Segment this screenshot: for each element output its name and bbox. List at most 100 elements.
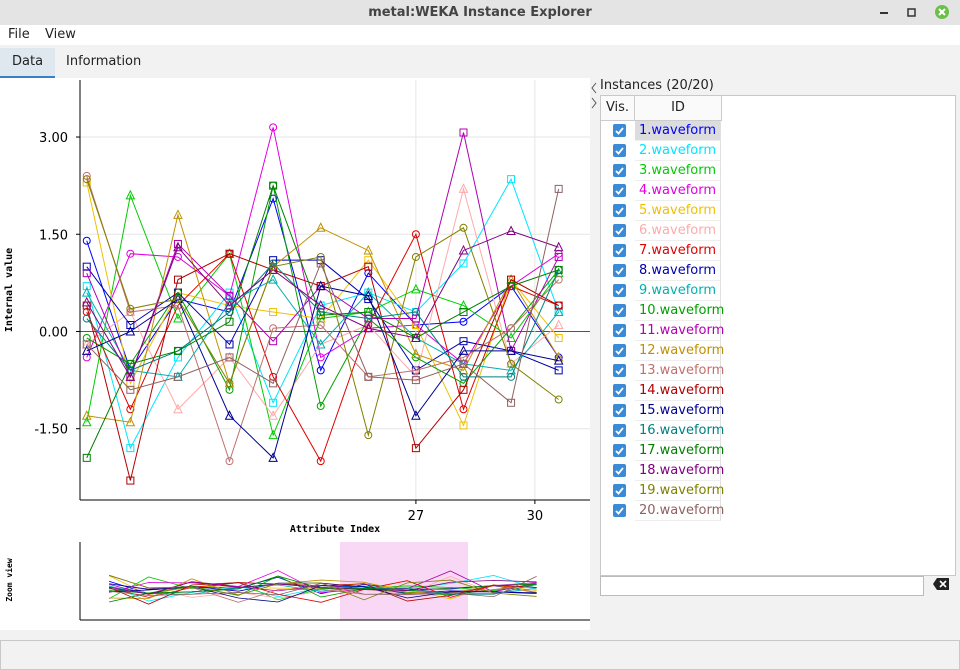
search-field[interactable] (600, 576, 924, 596)
instance-row[interactable]: 2.waveform (601, 141, 721, 161)
data-point (173, 372, 182, 381)
instance-row[interactable]: 10.waveform (601, 301, 724, 321)
instance-row[interactable]: 17.waveform (601, 441, 724, 461)
instance-id[interactable]: 18.waveform (635, 461, 724, 481)
instance-id[interactable]: 3.waveform (635, 161, 721, 181)
data-point (458, 299, 469, 310)
data-point (316, 402, 325, 411)
instance-row[interactable]: 14.waveform (601, 381, 724, 401)
instance-id[interactable]: 8.waveform (635, 261, 721, 281)
instance-id[interactable]: 4.waveform (635, 181, 721, 201)
data-point (316, 366, 325, 375)
checkbox[interactable] (613, 464, 626, 477)
instance-row[interactable]: 3.waveform (601, 161, 721, 181)
instance-row[interactable]: 5.waveform (601, 201, 721, 221)
check-mark (615, 247, 624, 255)
instance-id[interactable]: 9.waveform (635, 281, 721, 301)
data-point (126, 405, 135, 414)
instance-id[interactable]: 17.waveform (635, 441, 724, 461)
data-point (126, 385, 135, 394)
instance-id[interactable]: 10.waveform (635, 301, 724, 321)
clear-button[interactable] (932, 577, 950, 591)
checkbox[interactable] (613, 364, 626, 377)
instance-row[interactable]: 9.waveform (601, 281, 721, 301)
data-point (126, 321, 135, 329)
checkbox[interactable] (613, 244, 626, 257)
checkbox[interactable] (613, 144, 626, 157)
instance-id[interactable]: 5.waveform (635, 201, 721, 221)
instance-id[interactable]: 7.waveform (635, 241, 721, 261)
menu-view[interactable]: View (45, 27, 76, 42)
checkbox[interactable] (613, 384, 626, 397)
column-header[interactable]: ID (635, 96, 722, 121)
checkbox[interactable] (613, 124, 626, 137)
data-point (411, 410, 421, 420)
zoom-label: Zoom view (4, 558, 14, 602)
data-point (173, 241, 183, 252)
checkbox[interactable] (613, 304, 626, 317)
tab-information[interactable]: Information (66, 54, 142, 69)
checkbox[interactable] (613, 204, 626, 217)
column-header[interactable]: Vis. (601, 96, 635, 121)
instance-id[interactable]: 20.waveform (635, 501, 724, 521)
checkbox[interactable] (613, 404, 626, 417)
checkbox[interactable] (613, 184, 626, 197)
checkbox[interactable] (613, 444, 626, 457)
instance-row[interactable]: 18.waveform (601, 461, 724, 481)
instance-row[interactable]: 6.waveform (601, 221, 721, 241)
plot-area (80, 80, 590, 500)
tab-data[interactable]: Data (0, 48, 56, 79)
checkbox[interactable] (613, 224, 626, 237)
instance-row[interactable]: 7.waveform (601, 241, 721, 261)
series-line (86, 212, 560, 423)
instance-row[interactable]: 4.waveform (601, 181, 721, 201)
instance-id[interactable]: 19.waveform (635, 481, 724, 501)
checkbox[interactable] (613, 324, 626, 337)
instance-row[interactable]: 8.waveform (601, 261, 721, 281)
data-point (81, 416, 92, 427)
instance-id[interactable]: 12.waveform (635, 341, 724, 361)
instance-id[interactable]: 11.waveform (635, 321, 724, 341)
instance-id[interactable]: 6.waveform (635, 221, 721, 241)
y-tick-label: 1.50 (39, 228, 68, 243)
checkbox[interactable] (613, 344, 626, 357)
instance-row[interactable]: 13.waveform (601, 361, 724, 381)
data-point (459, 359, 468, 368)
instance-id[interactable]: 2.waveform (635, 141, 721, 161)
instance-id[interactable]: 16.waveform (635, 421, 724, 441)
tab-bar: Data Information (0, 48, 960, 79)
data-point (553, 319, 564, 329)
data-point (82, 178, 91, 187)
window-controls[interactable] (870, 0, 960, 25)
instance-row[interactable]: 1.waveform (601, 121, 721, 141)
instance-row[interactable]: 12.waveform (601, 341, 724, 361)
instance-row[interactable]: 15.waveform (601, 401, 724, 421)
instance-id[interactable]: 15.waveform (635, 401, 724, 421)
x-axis-label: Attribute Index (290, 523, 380, 535)
instance-id[interactable]: 14.waveform (635, 381, 724, 401)
instance-id[interactable]: 13.waveform (635, 361, 724, 381)
zoom-line (109, 575, 537, 598)
check-mark (615, 287, 624, 295)
instance-id[interactable]: 1.waveform (635, 121, 721, 141)
check-mark (615, 487, 624, 495)
series-line (86, 278, 560, 378)
check-mark (615, 367, 624, 375)
data-point (173, 353, 182, 362)
checkbox[interactable] (613, 284, 626, 297)
menu-file[interactable]: File (8, 27, 30, 42)
instance-row[interactable]: 20.waveform (601, 501, 724, 521)
instance-row[interactable]: 16.waveform (601, 421, 724, 441)
data-point (554, 366, 563, 375)
checkbox[interactable] (613, 504, 626, 517)
checkbox[interactable] (613, 424, 626, 437)
collapse-arrows[interactable] (588, 80, 600, 110)
data-point (363, 322, 374, 333)
checkbox[interactable] (613, 484, 626, 497)
data-point (125, 371, 136, 381)
instance-row[interactable]: 19.waveform (601, 481, 724, 501)
checkbox[interactable] (613, 264, 626, 277)
checkbox[interactable] (613, 164, 626, 177)
instance-row[interactable]: 11.waveform (601, 321, 724, 341)
